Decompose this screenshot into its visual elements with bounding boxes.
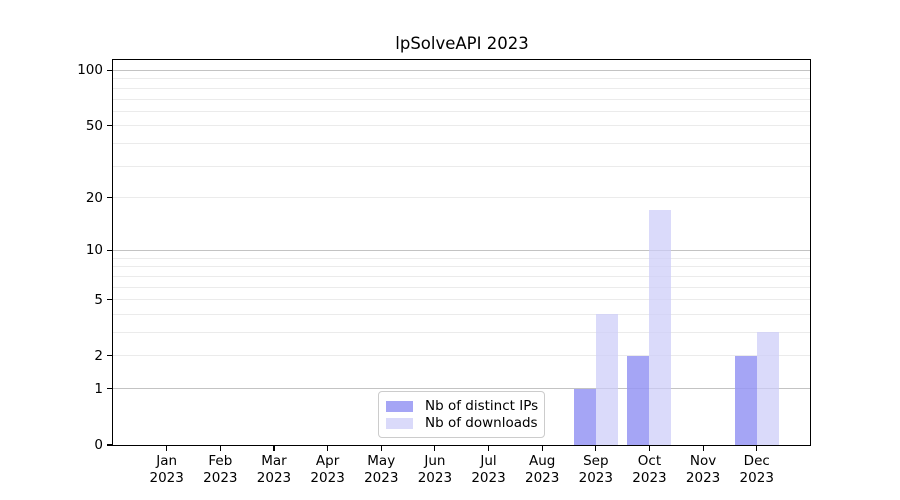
- y-tick-label: 20: [85, 189, 103, 206]
- bar-distinct-ips-sep: [573, 388, 596, 445]
- x-tick-label: Aug 2023: [524, 453, 560, 486]
- x-tick-mark: [756, 445, 758, 451]
- chart-title: lpSolveAPI 2023: [395, 34, 529, 53]
- bar-downloads-dec: [756, 332, 779, 445]
- x-tick-label: Sep 2023: [578, 453, 613, 486]
- y-tick-mark: [107, 69, 113, 71]
- x-tick-mark: [541, 445, 543, 451]
- x-tick-mark: [487, 445, 490, 451]
- x-tick-label: Jan 2023: [149, 453, 184, 486]
- legend-label-distinct-ips: Nb of distinct IPs: [425, 398, 539, 414]
- y-gridline-major: [113, 249, 810, 251]
- x-tick-label: Apr 2023: [310, 453, 345, 486]
- y-gridline-minor: [113, 98, 810, 100]
- x-tick-label: Feb 2023: [203, 453, 238, 486]
- y-tick-mark: [107, 355, 113, 357]
- y-gridline-major: [113, 69, 810, 71]
- y-tick-label: 2: [94, 347, 103, 364]
- x-tick-mark: [273, 445, 275, 451]
- legend-entry-distinct-ips: Nb of distinct IPs: [386, 399, 538, 413]
- x-tick-label: Mar 2023: [256, 453, 292, 486]
- bar-downloads-oct: [649, 210, 672, 445]
- bar-distinct-ips-dec: [734, 355, 757, 445]
- y-gridline-minor: [113, 275, 810, 277]
- bar-downloads-sep: [595, 314, 618, 445]
- y-tick-mark: [107, 249, 113, 251]
- x-tick-mark: [166, 445, 168, 451]
- x-tick-mark: [702, 445, 704, 451]
- bar-distinct-ips-oct: [627, 355, 650, 445]
- y-tick-label: 0: [94, 437, 103, 453]
- x-tick-mark: [648, 445, 651, 451]
- y-gridline-minor: [113, 125, 810, 127]
- y-gridline-minor: [113, 165, 810, 167]
- y-gridline-minor: [113, 143, 810, 145]
- legend-entry-downloads: Nb of downloads: [386, 416, 538, 430]
- y-gridline-minor: [113, 355, 810, 357]
- y-tick-label: 10: [85, 242, 103, 259]
- y-gridline-minor: [113, 299, 810, 301]
- x-tick-mark: [595, 445, 597, 451]
- x-tick-label: Nov 2023: [685, 453, 721, 486]
- y-tick-label: 5: [94, 291, 103, 308]
- y-tick-mark: [107, 197, 113, 199]
- x-tick-mark: [380, 445, 382, 451]
- plot-area: 0 1 2 5 10 20 50 100 Jan 2023 Feb 2023 Mar 2023 Apr…: [77, 59, 811, 486]
- x-tick-mark: [219, 445, 221, 451]
- y-gridline-minor: [113, 110, 810, 112]
- legend-label-downloads: Nb of downloads: [425, 415, 538, 431]
- y-tick-mark: [107, 388, 113, 390]
- y-tick-mark: [107, 125, 113, 127]
- y-gridline-minor: [113, 266, 810, 268]
- y-tick-mark: [107, 298, 113, 301]
- y-gridline-minor: [113, 257, 810, 259]
- y-gridline-minor: [113, 313, 810, 315]
- x-tick-mark: [434, 445, 436, 451]
- x-tick-label: May 2023: [364, 453, 399, 486]
- y-tick-label: 100: [77, 62, 103, 79]
- y-tick-label: 50: [85, 117, 103, 134]
- x-tick-label: Jun 2023: [417, 453, 453, 486]
- y-gridline-minor: [113, 87, 810, 89]
- y-tick-mark: [107, 444, 113, 446]
- x-tick-mark: [327, 445, 329, 451]
- legend-swatch-distinct-ips-icon: [386, 400, 413, 412]
- y-tick-label: 1: [94, 380, 103, 397]
- x-tick-label: Jul 2023: [471, 453, 506, 486]
- y-gridline-minor: [113, 197, 810, 199]
- legend: Nb of distinct IPs Nb of downloads: [378, 391, 545, 438]
- legend-swatch-downloads-icon: [386, 417, 413, 429]
- x-tick-label: Dec 2023: [739, 453, 774, 486]
- y-gridline-minor: [113, 78, 810, 80]
- y-gridline-minor: [113, 331, 810, 333]
- y-gridline-major: [113, 388, 810, 390]
- y-gridline-minor: [113, 286, 810, 288]
- x-tick-label: Oct 2023: [632, 453, 667, 486]
